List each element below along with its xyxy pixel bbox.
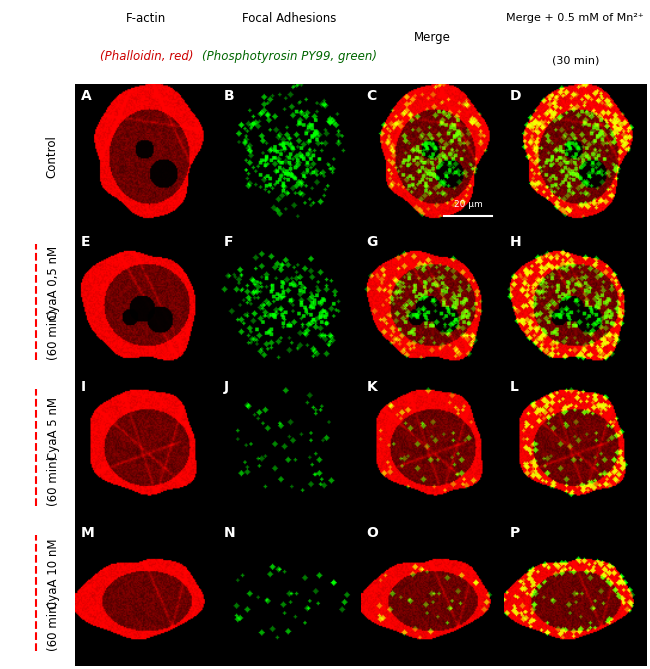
Text: CyaA 10 nM: CyaA 10 nM xyxy=(47,539,60,609)
Text: CyaA 0,5 nM: CyaA 0,5 nM xyxy=(47,246,60,320)
Text: K: K xyxy=(367,381,377,395)
Text: E: E xyxy=(81,235,90,249)
Text: B: B xyxy=(224,90,234,104)
Text: Merge: Merge xyxy=(414,31,450,44)
Text: Control: Control xyxy=(46,135,58,178)
Text: N: N xyxy=(224,526,235,540)
Text: G: G xyxy=(367,235,378,249)
Text: J: J xyxy=(224,381,229,395)
Text: M: M xyxy=(81,526,94,540)
Text: Focal Adhesions: Focal Adhesions xyxy=(242,12,337,25)
Text: CyaA 5 nM: CyaA 5 nM xyxy=(47,397,60,460)
Text: 20 μm: 20 μm xyxy=(454,200,482,209)
Text: L: L xyxy=(510,381,518,395)
Text: D: D xyxy=(510,90,521,104)
Text: (60 min): (60 min) xyxy=(47,456,60,506)
Text: Merge + 0.5 mM of Mn²⁺: Merge + 0.5 mM of Mn²⁺ xyxy=(506,13,644,23)
Text: C: C xyxy=(367,90,377,104)
Text: (60 min): (60 min) xyxy=(47,310,60,361)
Text: O: O xyxy=(367,526,378,540)
Text: A: A xyxy=(81,90,91,104)
Text: H: H xyxy=(510,235,521,249)
Text: P: P xyxy=(510,526,520,540)
Text: I: I xyxy=(81,381,86,395)
Text: F: F xyxy=(224,235,233,249)
Text: (60 min): (60 min) xyxy=(47,601,60,652)
Text: (Phosphotyrosin PY99, green): (Phosphotyrosin PY99, green) xyxy=(202,50,377,64)
Text: (30 min): (30 min) xyxy=(552,56,599,65)
Text: (Phalloidin, red): (Phalloidin, red) xyxy=(99,50,193,64)
Text: F-actin: F-actin xyxy=(126,12,166,25)
